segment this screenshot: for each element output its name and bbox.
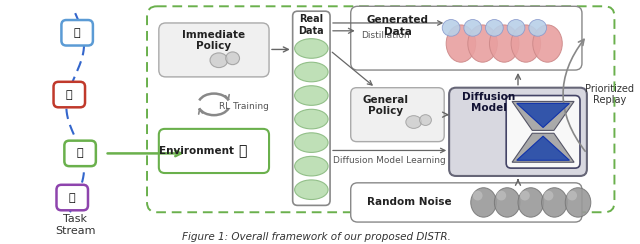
Text: Diffusion Model Learning: Diffusion Model Learning <box>333 156 445 165</box>
Ellipse shape <box>294 86 328 105</box>
Ellipse shape <box>490 25 519 62</box>
Ellipse shape <box>494 188 520 217</box>
Ellipse shape <box>294 133 328 152</box>
Ellipse shape <box>294 62 328 82</box>
Polygon shape <box>516 136 570 160</box>
Ellipse shape <box>486 20 503 36</box>
FancyBboxPatch shape <box>61 20 93 46</box>
Text: 🚗: 🚗 <box>74 28 81 38</box>
Ellipse shape <box>468 25 497 62</box>
Ellipse shape <box>294 109 328 129</box>
Ellipse shape <box>511 25 541 62</box>
Ellipse shape <box>532 25 563 62</box>
Text: RL Training: RL Training <box>218 102 268 111</box>
Ellipse shape <box>420 115 431 125</box>
Text: General
Policy: General Policy <box>362 94 408 116</box>
Polygon shape <box>516 103 570 127</box>
Ellipse shape <box>294 39 328 58</box>
Text: Random Noise: Random Noise <box>367 197 452 207</box>
FancyBboxPatch shape <box>159 23 269 77</box>
Text: Figure 1: Overall framework of our proposed DISTR.: Figure 1: Overall framework of our propo… <box>182 232 451 242</box>
Text: Real
Data: Real Data <box>298 14 324 36</box>
Text: Diffusion
Model: Diffusion Model <box>462 92 515 113</box>
Ellipse shape <box>446 25 476 62</box>
Text: 🔌: 🔌 <box>238 144 246 158</box>
Text: 🏃: 🏃 <box>69 193 76 203</box>
Ellipse shape <box>210 53 228 68</box>
Ellipse shape <box>567 191 577 201</box>
FancyBboxPatch shape <box>292 11 330 205</box>
Ellipse shape <box>294 180 328 200</box>
Text: Immediate
Policy: Immediate Policy <box>182 30 246 51</box>
Ellipse shape <box>541 188 567 217</box>
Polygon shape <box>512 102 574 130</box>
FancyBboxPatch shape <box>54 82 85 107</box>
Ellipse shape <box>507 20 525 36</box>
Ellipse shape <box>226 52 239 65</box>
FancyBboxPatch shape <box>159 129 269 173</box>
Ellipse shape <box>497 191 506 201</box>
FancyBboxPatch shape <box>449 88 587 176</box>
FancyBboxPatch shape <box>506 96 580 168</box>
Ellipse shape <box>406 116 422 128</box>
Text: Task
Stream: Task Stream <box>55 214 95 236</box>
Ellipse shape <box>543 191 554 201</box>
Text: Environment: Environment <box>159 146 234 156</box>
Ellipse shape <box>529 20 547 36</box>
Text: Generated
Data: Generated Data <box>367 15 429 37</box>
Text: Distillation: Distillation <box>361 31 410 40</box>
Ellipse shape <box>471 188 497 217</box>
Text: Prioritized
Replay: Prioritized Replay <box>585 84 634 105</box>
FancyBboxPatch shape <box>351 88 444 142</box>
Ellipse shape <box>565 188 591 217</box>
Polygon shape <box>512 133 574 162</box>
FancyBboxPatch shape <box>351 6 582 70</box>
Ellipse shape <box>520 191 530 201</box>
Ellipse shape <box>473 191 483 201</box>
Text: 🦾: 🦾 <box>66 90 72 100</box>
FancyBboxPatch shape <box>65 141 96 166</box>
Text: 🔧: 🔧 <box>77 148 83 158</box>
Ellipse shape <box>464 20 481 36</box>
Ellipse shape <box>294 156 328 176</box>
FancyBboxPatch shape <box>56 185 88 210</box>
FancyBboxPatch shape <box>351 183 582 222</box>
Ellipse shape <box>518 188 543 217</box>
Ellipse shape <box>442 20 460 36</box>
